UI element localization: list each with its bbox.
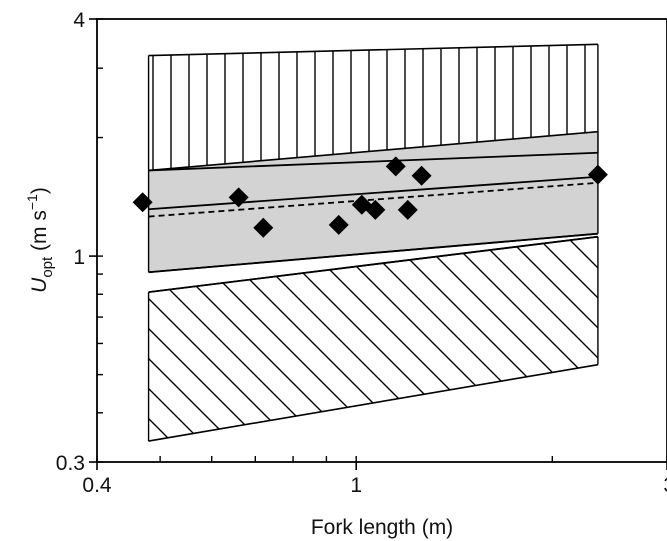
lines [148, 151, 599, 294]
y-axis-title-unit-close: ) [28, 187, 51, 194]
plot-frame [96, 18, 667, 463]
data-point [365, 199, 386, 220]
x-tick-label: 1 [350, 474, 362, 497]
data-point [132, 192, 153, 213]
dashed-regression-line [148, 181, 598, 218]
bands [147, 43, 599, 442]
data-point [397, 199, 418, 220]
band-upper-edge [148, 43, 598, 57]
band-vertical-hatch [148, 44, 598, 171]
y-axis-title-unit-exponent: −1 [24, 194, 40, 210]
data-point [411, 165, 432, 186]
y-tick-label: 4 [73, 9, 85, 32]
solid-line [148, 235, 599, 294]
band-lower-edge [148, 363, 599, 442]
data-point [328, 214, 349, 235]
solid-line [148, 232, 598, 274]
y-axis-title: Uopt (m s−1) [24, 187, 56, 293]
y-axis-ticks: 0.3 1 4 [56, 9, 103, 475]
x-axis-title: Fork length (m) [311, 516, 453, 539]
solid-line [148, 151, 598, 172]
y-tick-label: 1 [73, 246, 85, 269]
y-axis-title-sub: opt [39, 256, 56, 278]
data-points [132, 156, 608, 238]
x-tick-label: 0.4 [82, 474, 112, 497]
data-point [385, 156, 406, 177]
y-axis-title-unit: (m s [28, 210, 51, 257]
x-axis-ticks: 0.4 1 3 [82, 456, 667, 497]
data-point [228, 187, 249, 208]
band-upper-edge [148, 130, 598, 172]
x-tick-label: 3 [663, 474, 667, 497]
y-axis-title-main: U [28, 277, 51, 293]
solid-line [148, 175, 598, 211]
data-point [253, 217, 274, 238]
y-tick-label: 0.3 [56, 452, 85, 475]
data-point [587, 164, 608, 185]
band-diagonal-hatch [148, 236, 598, 442]
